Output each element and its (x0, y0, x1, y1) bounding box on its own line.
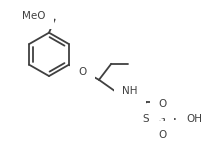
Text: OH: OH (186, 114, 202, 124)
Text: O: O (157, 99, 165, 109)
Text: NH: NH (122, 86, 137, 96)
Text: S: S (158, 114, 165, 124)
Text: S: S (142, 114, 149, 124)
Text: O: O (78, 67, 87, 77)
Text: MeO: MeO (22, 11, 45, 21)
Text: O: O (157, 130, 165, 140)
